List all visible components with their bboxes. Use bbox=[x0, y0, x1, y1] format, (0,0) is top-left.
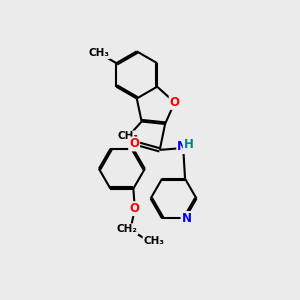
Text: CH₂: CH₂ bbox=[116, 224, 137, 234]
Text: CH₃: CH₃ bbox=[143, 236, 164, 246]
Text: O: O bbox=[170, 96, 180, 109]
Text: O: O bbox=[129, 137, 139, 151]
Text: O: O bbox=[130, 202, 140, 215]
Text: N: N bbox=[177, 140, 187, 153]
Text: CH₃: CH₃ bbox=[118, 131, 139, 141]
Text: CH₃: CH₃ bbox=[88, 48, 110, 58]
Text: N: N bbox=[182, 212, 191, 225]
Text: H: H bbox=[183, 138, 193, 151]
